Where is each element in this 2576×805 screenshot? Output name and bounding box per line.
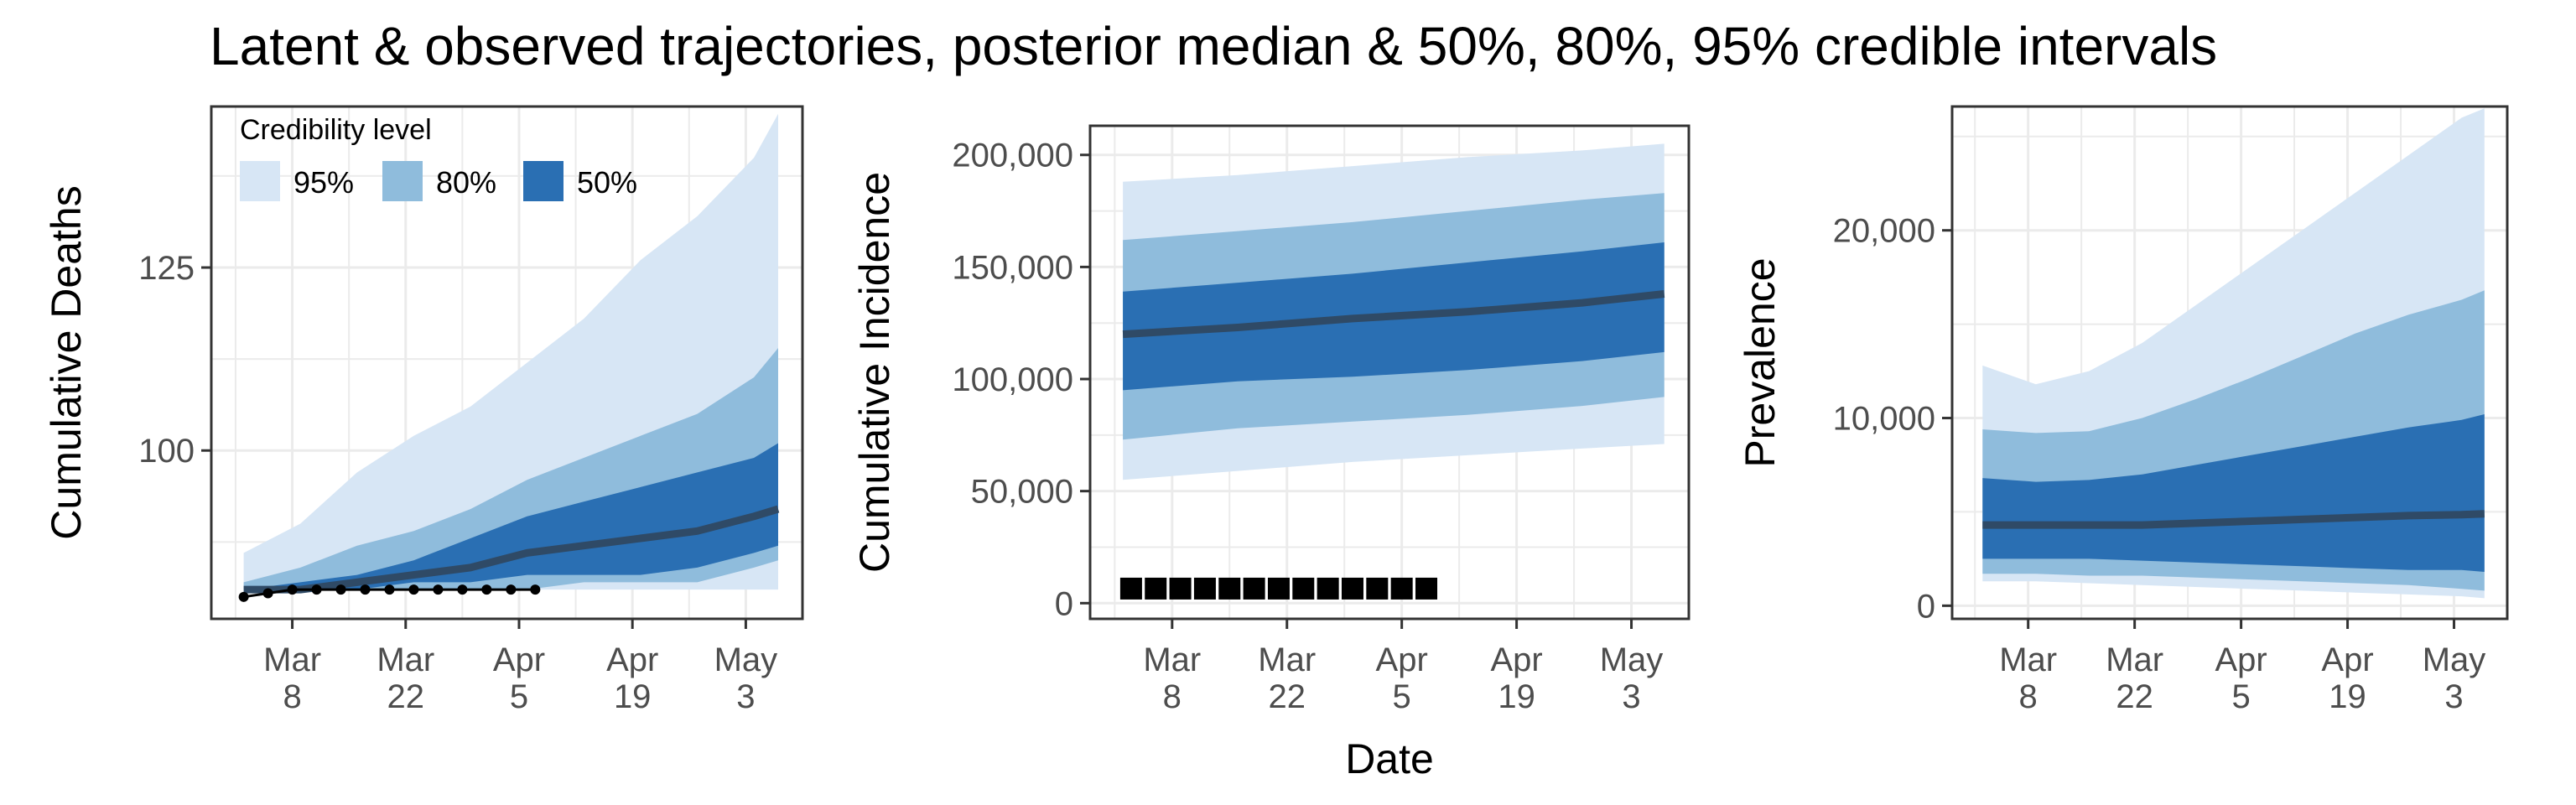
x-tick-label: 22 [2116, 678, 2153, 715]
panel-border [1088, 124, 1690, 621]
x-tick-label: Mar [377, 641, 434, 678]
y-tick-label: 20,000 [1833, 213, 1935, 250]
observed-point [1292, 577, 1315, 600]
legend-swatch [382, 161, 423, 201]
observed-point [506, 584, 517, 595]
observed-point [1415, 577, 1438, 600]
x-tick-label: Mar [1258, 641, 1316, 678]
observed-point [1317, 577, 1339, 600]
legend-label: 95% [293, 165, 354, 200]
x-tick-label: May [714, 641, 778, 678]
y-tick-label: 150,000 [952, 249, 1073, 286]
y-axis-title: Cumulative Incidence [851, 172, 898, 573]
x-tick-label: 19 [2329, 678, 2366, 715]
x-tick-label: Apr [2321, 641, 2373, 678]
observed-point [1119, 577, 1142, 600]
x-tick-label: 8 [283, 678, 301, 715]
observed-point [1267, 577, 1290, 600]
observed-point [287, 584, 298, 595]
x-tick-label: 5 [510, 678, 528, 715]
observed-point [360, 584, 371, 595]
y-tick-label: 200,000 [952, 138, 1073, 174]
legend-title: Credibility level [240, 114, 432, 146]
observed-point [335, 584, 346, 595]
legend-swatch [523, 161, 564, 201]
x-tick-label: 3 [736, 678, 755, 715]
y-axis-title: Cumulative Deaths [43, 185, 90, 539]
panel-3: 010,00020,000Mar8Mar22Apr5Apr19May3Preva… [1737, 105, 2509, 715]
observed-point [1366, 577, 1389, 600]
observed-point [433, 584, 444, 595]
y-tick-label: 100,000 [952, 361, 1073, 398]
x-tick-label: Apr [2215, 641, 2267, 678]
x-tick-label: Mar [2106, 641, 2163, 678]
observed-point [238, 591, 249, 602]
x-tick-label: 5 [1393, 678, 1411, 715]
legend: Credibility level 95% 80% 50% [240, 114, 637, 201]
legend-label: 80% [436, 165, 496, 200]
observed-point [1145, 577, 1167, 600]
observed-point [1169, 577, 1192, 600]
x-tick-label: May [1600, 641, 1664, 678]
x-tick-label: 19 [614, 678, 652, 715]
y-tick-label: 0 [1917, 588, 1935, 625]
observed-point [1341, 577, 1363, 600]
x-tick-label: Apr [1490, 641, 1542, 678]
panel-border [1950, 105, 2509, 621]
observed-point [457, 584, 468, 595]
x-tick-label: 8 [2019, 678, 2038, 715]
y-tick-label: 0 [1055, 585, 1073, 622]
x-tick-label: 3 [2444, 678, 2463, 715]
observed-point [1218, 577, 1241, 600]
x-tick-label: 3 [1622, 678, 1640, 715]
observed-point [1390, 577, 1413, 600]
y-tick-label: 50,000 [971, 474, 1073, 511]
x-tick-label: 19 [1498, 678, 1535, 715]
observed-point [1243, 577, 1265, 600]
observed-point [408, 584, 419, 595]
median-line [243, 505, 780, 594]
panel-2: 050,000100,000150,000200,000Mar8Mar22Apr… [851, 124, 1690, 715]
median-line [1122, 290, 1665, 339]
legend-label: 50% [577, 165, 637, 200]
y-axis-title: Prevalence [1737, 257, 1784, 467]
band-50 [243, 443, 779, 590]
x-tick-label: Apr [1376, 641, 1428, 678]
median-line [1982, 510, 2485, 529]
x-axis-title: Date [1345, 735, 1434, 782]
y-tick-label: 100 [138, 433, 195, 470]
x-tick-label: Mar [1999, 641, 2057, 678]
legend-swatch [240, 161, 280, 201]
x-tick-label: 8 [1163, 678, 1182, 715]
x-tick-label: 22 [387, 678, 425, 715]
observed-point [262, 588, 273, 599]
x-tick-label: May [2423, 641, 2486, 678]
x-tick-label: Mar [263, 641, 321, 678]
observed-point [530, 584, 541, 595]
chart-title: Latent & observed trajectories, posterio… [210, 16, 2218, 76]
x-tick-label: 5 [2231, 678, 2250, 715]
observed-point [1193, 577, 1216, 600]
x-tick-label: Apr [606, 641, 658, 678]
observed-point [481, 584, 492, 595]
y-tick-label: 125 [138, 250, 195, 287]
band-50 [1982, 414, 2485, 572]
x-tick-label: 22 [1268, 678, 1306, 715]
observed-point [384, 584, 395, 595]
observed-point [311, 584, 322, 595]
y-tick-label: 10,000 [1833, 401, 1935, 438]
x-tick-label: Mar [1143, 641, 1201, 678]
panel-border [210, 105, 804, 621]
x-tick-label: Apr [493, 641, 545, 678]
